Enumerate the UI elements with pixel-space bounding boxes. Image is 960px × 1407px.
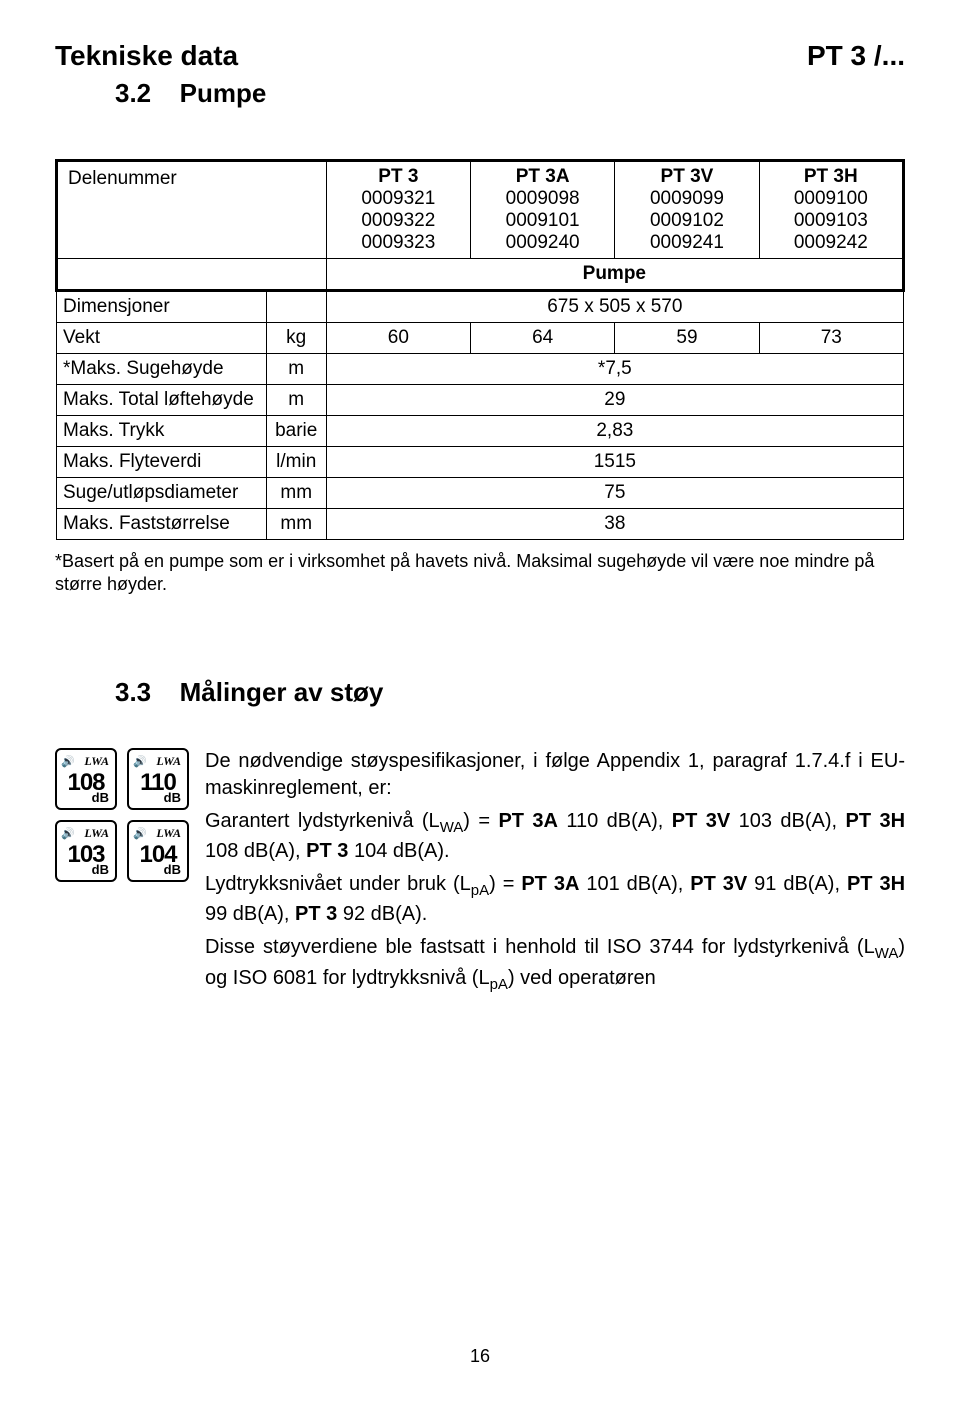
lwa-label: LWA	[156, 826, 181, 841]
section-3-2: 3.2 Pumpe	[115, 78, 905, 109]
speaker-icon: 🔊	[133, 827, 147, 840]
page-header: Tekniske data PT 3 /...	[55, 40, 905, 72]
row-value: 2,83	[326, 416, 903, 447]
code: 0009098	[506, 188, 580, 209]
row-unit: m	[266, 385, 326, 416]
spec-table: Delenummer PT 3 0009321 0009322 0009323 …	[55, 159, 905, 540]
row-label: *Maks. Sugehøyde	[57, 354, 267, 385]
speaker-icon: 🔊	[61, 827, 75, 840]
lwa-label: LWA	[84, 754, 109, 769]
row-label: Dimensjoner	[57, 291, 267, 323]
code: 0009321	[361, 188, 435, 209]
speaker-icon: 🔊	[133, 755, 147, 768]
row-unit: mm	[266, 509, 326, 540]
code: 0009102	[650, 210, 724, 231]
sound-icon: 🔊 LWA 104 dB	[127, 820, 189, 882]
row-value: 1515	[326, 447, 903, 478]
pumpe-label: Pumpe	[326, 259, 903, 291]
table-row: Maks. Total løftehøyde m 29	[57, 385, 904, 416]
table-row: Maks. Trykk barie 2,83	[57, 416, 904, 447]
row-label: Maks. Trykk	[57, 416, 267, 447]
row-unit: l/min	[266, 447, 326, 478]
section-title: Pumpe	[180, 78, 267, 108]
row-unit: barie	[266, 416, 326, 447]
db-label: dB	[164, 862, 181, 877]
row-value: 73	[759, 323, 903, 354]
table-row: Maks. Faststørrelse mm 38	[57, 509, 904, 540]
header-left: Tekniske data	[55, 40, 238, 72]
noise-p1: De nødvendige støyspesifikasjoner, i føl…	[205, 748, 905, 802]
col-pt3a: PT 3A 0009098 0009101 0009240	[470, 161, 614, 259]
noise-p3: Lydtrykksnivået under bruk (LpA) = PT 3A…	[205, 871, 905, 928]
footnote: *Basert på en pumpe som er i virksomhet …	[55, 550, 905, 597]
row-label: Maks. Faststørrelse	[57, 509, 267, 540]
col-name: PT 3H	[804, 166, 858, 187]
lwa-label: LWA	[84, 826, 109, 841]
noise-block: 🔊 LWA 108 dB 🔊 LWA 110 dB 🔊 LWA 103 dB 🔊	[55, 748, 905, 1001]
section-num: 3.3	[115, 677, 151, 707]
row-label: Vekt	[57, 323, 267, 354]
col-pt3h: PT 3H 0009100 0009103 0009242	[759, 161, 903, 259]
row-value: 38	[326, 509, 903, 540]
col-name: PT 3V	[661, 166, 714, 187]
code: 0009242	[794, 232, 868, 253]
table-row: Dimensjoner 675 x 505 x 570	[57, 291, 904, 323]
table-row: Vekt kg 60 64 59 73	[57, 323, 904, 354]
code: 0009323	[361, 232, 435, 253]
table-row: *Maks. Sugehøyde m *7,5	[57, 354, 904, 385]
section-title: Målinger av støy	[180, 677, 384, 707]
row-unit	[266, 291, 326, 323]
db-label: dB	[92, 790, 109, 805]
table-row: Suge/utløpsdiameter mm 75	[57, 478, 904, 509]
code: 0009101	[506, 210, 580, 231]
row-label: Suge/utløpsdiameter	[57, 478, 267, 509]
col-pt3v: PT 3V 0009099 0009102 0009241	[615, 161, 759, 259]
col-name: PT 3A	[516, 166, 570, 187]
row-value: 675 x 505 x 570	[326, 291, 903, 323]
speaker-icon: 🔊	[61, 755, 75, 768]
section-num: 3.2	[115, 78, 151, 108]
sound-icons: 🔊 LWA 108 dB 🔊 LWA 110 dB 🔊 LWA 103 dB 🔊	[55, 748, 189, 1001]
noise-p4: Disse støyverdiene ble fastsatt i henhol…	[205, 934, 905, 995]
section-3-3: 3.3 Målinger av støy	[115, 677, 905, 708]
row-label: Maks. Total løftehøyde	[57, 385, 267, 416]
table-row: Maks. Flyteverdi l/min 1515	[57, 447, 904, 478]
row-unit: m	[266, 354, 326, 385]
page-number: 16	[0, 1346, 960, 1367]
db-label: dB	[92, 862, 109, 877]
row-value: 64	[470, 323, 614, 354]
row-value: 60	[326, 323, 470, 354]
noise-p2: Garantert lydstyrkenivå (LWA) = PT 3A 11…	[205, 808, 905, 865]
code: 0009322	[361, 210, 435, 231]
pumpe-row: Pumpe	[57, 259, 904, 291]
col-name: PT 3	[378, 166, 418, 187]
code: 0009100	[794, 188, 868, 209]
row-value: 29	[326, 385, 903, 416]
header-right: PT 3 /...	[807, 40, 905, 72]
row-value: 75	[326, 478, 903, 509]
delenummer-label: Delenummer	[57, 161, 327, 259]
row-value: *7,5	[326, 354, 903, 385]
code: 0009240	[506, 232, 580, 253]
lwa-label: LWA	[156, 754, 181, 769]
sound-icon: 🔊 LWA 108 dB	[55, 748, 117, 810]
row-label: Maks. Flyteverdi	[57, 447, 267, 478]
sound-icon: 🔊 LWA 110 dB	[127, 748, 189, 810]
code: 0009103	[794, 210, 868, 231]
col-pt3: PT 3 0009321 0009322 0009323	[326, 161, 470, 259]
db-label: dB	[164, 790, 181, 805]
code: 0009099	[650, 188, 724, 209]
row-unit: kg	[266, 323, 326, 354]
row-value: 59	[615, 323, 759, 354]
row-unit: mm	[266, 478, 326, 509]
noise-text: De nødvendige støyspesifikasjoner, i føl…	[205, 748, 905, 1001]
table-header-row: Delenummer PT 3 0009321 0009322 0009323 …	[57, 161, 904, 259]
code: 0009241	[650, 232, 724, 253]
sound-icon: 🔊 LWA 103 dB	[55, 820, 117, 882]
